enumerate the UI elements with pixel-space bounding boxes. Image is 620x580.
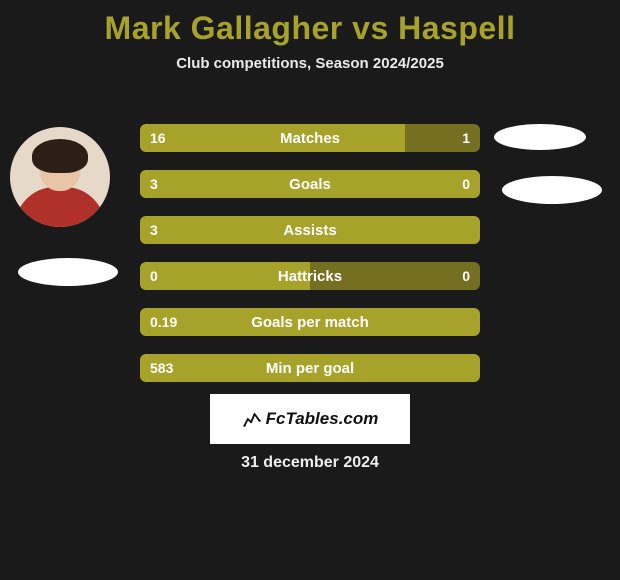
stat-bar-left <box>140 262 310 290</box>
stat-row: Min per goal583 <box>140 354 480 382</box>
shadow-ellipse-right-2 <box>502 176 602 204</box>
stat-row: Hattricks00 <box>140 262 480 290</box>
stat-row: Goals per match0.19 <box>140 308 480 336</box>
stat-bar-right <box>405 124 480 152</box>
stat-row: Goals30 <box>140 170 480 198</box>
subtitle: Club competitions, Season 2024/2025 <box>0 55 620 72</box>
fctables-badge: FcTables.com <box>210 394 410 444</box>
stat-bar-left <box>140 170 480 198</box>
stat-bar-right <box>310 262 480 290</box>
fctables-label: FcTables.com <box>266 409 379 429</box>
page-title: Mark Gallagher vs Haspell <box>0 0 620 47</box>
shadow-ellipse-left <box>18 258 118 286</box>
stat-bar-left <box>140 124 405 152</box>
stat-bar-left <box>140 216 480 244</box>
stat-row: Matches161 <box>140 124 480 152</box>
shadow-ellipse-right-1 <box>494 124 586 150</box>
stat-bar-left <box>140 354 480 382</box>
stat-row: Assists3 <box>140 216 480 244</box>
date-label: 31 december 2024 <box>0 454 620 472</box>
player-avatar-left <box>10 127 110 227</box>
stat-bar-left <box>140 308 480 336</box>
fctables-logo-icon <box>242 409 262 429</box>
comparison-bars: Matches161 Goals30 Assists3 Hattricks00 Goal… <box>140 124 480 400</box>
